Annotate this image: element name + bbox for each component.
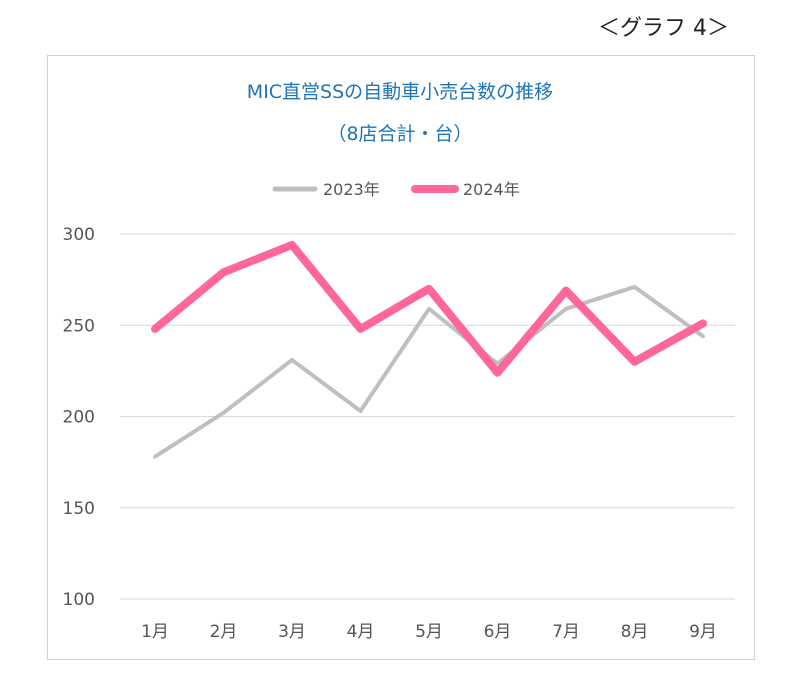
x-tick-label: 7月: [552, 622, 580, 642]
x-tick-label: 9月: [689, 622, 717, 642]
chart-subtitle: （8店合計・台）: [327, 123, 472, 145]
y-tick-label: 100: [63, 590, 95, 610]
legend-label-2023: 2023年: [323, 180, 380, 199]
y-tick-label: 150: [63, 499, 95, 519]
x-tick-label: 6月: [484, 622, 512, 642]
y-axis-ticks: 300 250 200 150 100: [63, 225, 95, 610]
grid: [120, 233, 735, 600]
y-tick-label: 250: [63, 316, 95, 336]
graph-caption: ＜グラフ 4＞: [598, 16, 729, 41]
chart-title: MIC直営SSの自動車小売台数の推移: [247, 81, 553, 103]
x-tick-label: 2月: [210, 622, 238, 642]
x-tick-label: 3月: [278, 622, 306, 642]
legend-label-2024: 2024年: [463, 180, 520, 199]
x-axis-ticks: 1月 2月 3月 4月 5月 6月 7月 8月 9月: [141, 622, 717, 642]
x-tick-label: 1月: [141, 622, 169, 642]
series-line-0: [153, 284, 705, 459]
x-tick-label: 8月: [621, 622, 649, 642]
x-tick-label: 5月: [415, 622, 443, 642]
y-tick-label: 200: [63, 408, 95, 428]
legend: 2023年 2024年: [272, 180, 520, 199]
y-tick-label: 300: [63, 225, 95, 245]
series-lines: [151, 240, 707, 459]
x-tick-label: 4月: [347, 622, 375, 642]
